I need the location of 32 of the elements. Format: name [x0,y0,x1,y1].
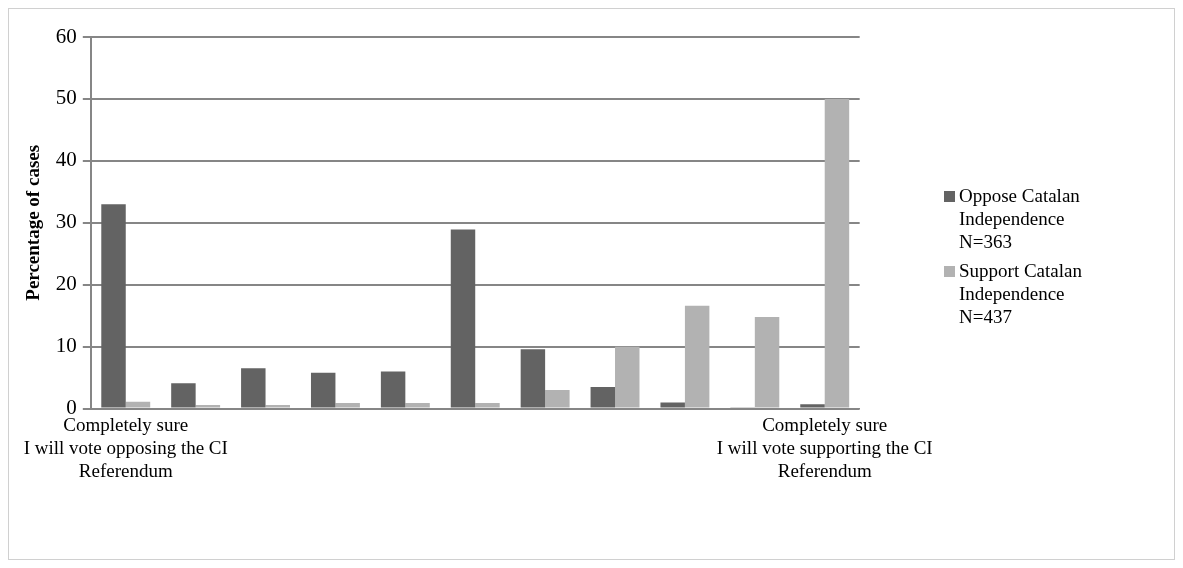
bar [101,204,126,408]
x-tick-label: Completely sure I will vote supporting the CI Referendum [716,413,933,481]
bar [800,404,825,408]
bar [545,390,570,408]
bar [405,403,430,408]
bar [195,404,221,408]
bar [265,404,291,408]
bar [590,386,616,408]
legend-label: Support Catalan Independence N=437 [959,259,1083,328]
bar [125,401,151,408]
bar [684,305,710,408]
legend-label: Oppose Catalan Independence N=363 [959,184,1081,253]
bar [171,383,196,408]
y-tick-label: 30 [55,209,77,234]
bar [615,346,640,408]
y-tick-label: 50 [55,85,77,110]
bar [450,229,476,408]
x-tick-label: Completely sure I will vote opposing the CI Referendum [23,413,228,481]
y-tick-label: 10 [55,333,77,358]
y-tick-label: 20 [55,271,77,296]
bar [380,371,406,408]
bar [310,372,336,408]
bar [754,316,780,408]
bar [824,98,850,408]
bar [520,349,546,408]
bar [335,403,360,408]
bar [660,402,685,408]
y-tick-label: 60 [55,23,77,48]
y-axis-title: Percentage of cases [22,144,44,301]
bar [475,403,500,408]
bar [241,368,266,408]
y-tick-label: 40 [55,147,77,172]
